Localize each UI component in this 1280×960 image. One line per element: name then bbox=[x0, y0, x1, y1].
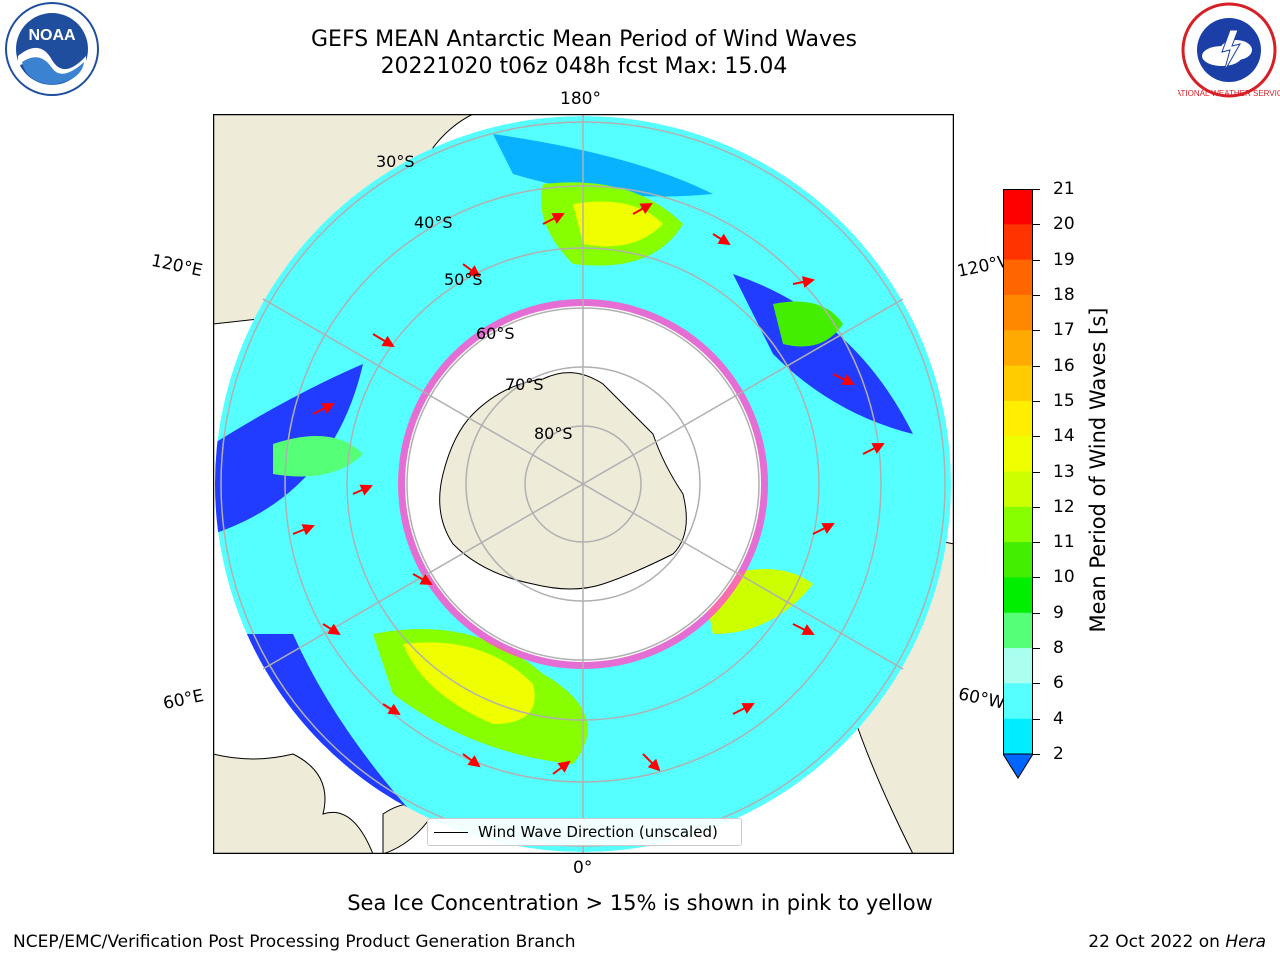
colorbar-segment bbox=[1003, 330, 1033, 367]
colorbar-tick-label: 9 bbox=[1053, 602, 1064, 623]
colorbar-tick-mark bbox=[1033, 224, 1040, 226]
colorbar-segment bbox=[1003, 542, 1033, 578]
colorbar-tick-mark bbox=[1033, 259, 1040, 261]
colorbar-tick-mark bbox=[1033, 189, 1040, 190]
colorbar-tick-mark bbox=[1033, 294, 1040, 296]
nws-logo: NATIONAL WEATHER SERVICE bbox=[1178, 2, 1280, 98]
colorbar-tick-label: 17 bbox=[1053, 320, 1075, 341]
lon-label-left-lower: 60°E bbox=[161, 685, 206, 715]
wind-wave-arrows bbox=[292, 203, 885, 775]
colorbar-segment bbox=[1003, 506, 1033, 543]
colorbar-tick-mark bbox=[1033, 612, 1040, 614]
colorbar-segment bbox=[1003, 436, 1033, 472]
lat-label-30s: 30°S bbox=[376, 152, 415, 171]
land-antarctica bbox=[439, 372, 687, 590]
nws-logo-text: NATIONAL WEATHER SERVICE bbox=[1178, 89, 1280, 98]
colorbar-tick-mark bbox=[1033, 471, 1040, 473]
colorbar-tick-mark bbox=[1033, 542, 1040, 544]
colorbar-tick-label: 14 bbox=[1053, 426, 1075, 447]
colorbar-segment bbox=[1003, 577, 1033, 614]
legend-label: Wind Wave Direction (unscaled) bbox=[478, 823, 718, 841]
colorbar-segment bbox=[1003, 683, 1033, 720]
legend-line-icon bbox=[434, 831, 468, 833]
colorbar-segment bbox=[1003, 612, 1033, 649]
footer-date: 22 Oct 2022 on Hera bbox=[1088, 932, 1266, 952]
colorbar-segment bbox=[1003, 648, 1033, 684]
colorbar bbox=[1003, 189, 1033, 779]
chart-subtitle: 20221020 t06z 048h fcst Max: 15.04 bbox=[380, 54, 788, 79]
lat-label-40s: 40°S bbox=[414, 213, 453, 232]
colorbar-tick-mark bbox=[1033, 683, 1040, 685]
colorbar-tick-label: 4 bbox=[1053, 708, 1064, 729]
colorbar-segment bbox=[1003, 718, 1033, 755]
land-africa bbox=[213, 753, 374, 854]
colorbar-tick-mark bbox=[1033, 754, 1040, 755]
colorbar-tick-mark bbox=[1033, 330, 1040, 332]
colorbar-tick-label: 10 bbox=[1053, 567, 1075, 588]
lon-label-top: 180° bbox=[560, 89, 601, 109]
lon-label-bottom: 0° bbox=[573, 858, 593, 878]
map-legend: Wind Wave Direction (unscaled) bbox=[427, 818, 742, 846]
colorbar-tick-label: 21 bbox=[1053, 179, 1075, 199]
footer-date-text: 22 Oct 2022 on bbox=[1088, 932, 1226, 952]
lat-label-70s: 70°S bbox=[505, 375, 544, 394]
colorbar-tick-mark bbox=[1033, 718, 1040, 720]
caption: Sea Ice Concentration > 15% is shown in … bbox=[347, 891, 933, 915]
colorbar-segment bbox=[1003, 259, 1033, 296]
colorbar-tick-label: 11 bbox=[1053, 532, 1075, 553]
lat-label-80s: 80°S bbox=[534, 424, 573, 443]
colorbar-segment bbox=[1003, 400, 1033, 437]
chart-title: GEFS MEAN Antarctic Mean Period of Wind … bbox=[311, 27, 857, 52]
colorbar-tick-mark bbox=[1033, 400, 1040, 402]
colorbar-tick-mark bbox=[1033, 436, 1040, 438]
colorbar-tick-label: 15 bbox=[1053, 390, 1075, 411]
lat-label-60s: 60°S bbox=[476, 324, 515, 343]
colorbar-tick-label: 16 bbox=[1053, 355, 1075, 376]
graticule bbox=[220, 114, 946, 854]
noaa-logo-text: NOAA bbox=[28, 27, 76, 44]
polar-map bbox=[213, 114, 954, 854]
colorbar-segment bbox=[1003, 189, 1033, 225]
noaa-logo: NOAA bbox=[5, 2, 99, 96]
colorbar-tick-label: 18 bbox=[1053, 284, 1075, 305]
colorbar-tick-mark bbox=[1033, 506, 1040, 508]
lat-label-50s: 50°S bbox=[444, 270, 483, 289]
colorbar-segment bbox=[1003, 224, 1033, 261]
colorbar-extend-arrow bbox=[1003, 753, 1033, 779]
colorbar-tick-label: 19 bbox=[1053, 249, 1075, 270]
footer-credit: NCEP/EMC/Verification Post Processing Pr… bbox=[13, 932, 576, 952]
footer-system: Hera bbox=[1225, 932, 1266, 952]
colorbar-tick-label: 12 bbox=[1053, 496, 1075, 517]
colorbar-tick-mark bbox=[1033, 648, 1040, 650]
colorbar-segment bbox=[1003, 294, 1033, 331]
colorbar-segment bbox=[1003, 471, 1033, 508]
colorbar-tick-label: 13 bbox=[1053, 461, 1075, 482]
colorbar-label: Mean Period of Wind Waves [s] bbox=[1086, 307, 1110, 633]
colorbar-tick-label: 6 bbox=[1053, 673, 1064, 694]
colorbar-tick-label: 20 bbox=[1053, 214, 1075, 235]
colorbar-segment bbox=[1003, 365, 1033, 402]
colorbar-tick-mark bbox=[1033, 577, 1040, 579]
colorbar-tick-mark bbox=[1033, 365, 1040, 367]
lon-label-left-upper: 120°E bbox=[149, 250, 205, 282]
lon-label-right-lower: 60°W bbox=[956, 684, 1007, 714]
colorbar-tick-label: 8 bbox=[1053, 638, 1064, 659]
colorbar-tick-label: 2 bbox=[1053, 744, 1064, 764]
